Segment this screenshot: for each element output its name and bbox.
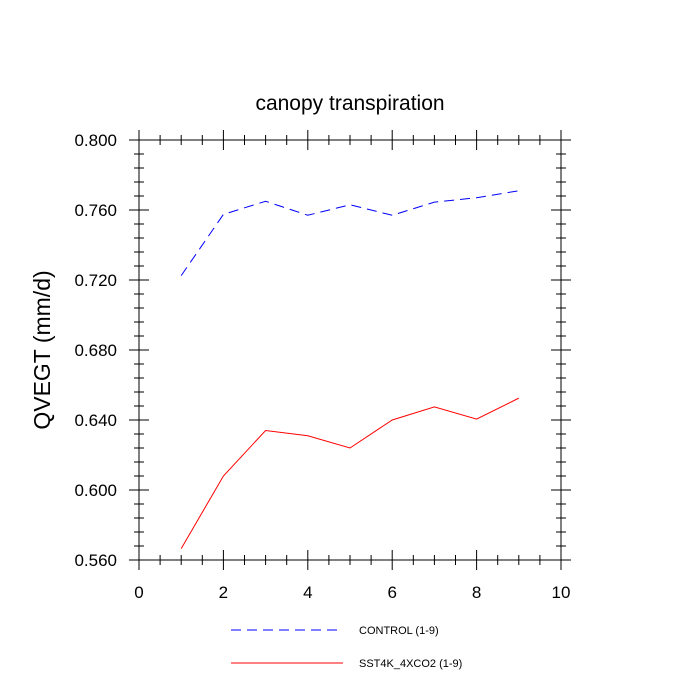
legend-label-1: SST4K_4XCO2 (1-9) [359,658,462,670]
legend: CONTROL (1-9) SST4K_4XCO2 (1-9) [231,625,462,670]
series-line-1 [180,397,520,549]
series-lines [180,190,520,549]
axis-ticks [129,130,571,570]
y-tick-label: 0.800 [74,131,117,150]
legend-label-0: CONTROL (1-9) [359,625,439,637]
y-tick-label: 0.760 [74,201,117,220]
x-tick-label: 2 [219,583,228,602]
tick-labels: 0 2 4 6 8 10 0.560 0.600 0.640 0.680 0.720 0.760 0.8… [74,131,570,602]
x-tick-label: 0 [134,583,143,602]
series-line-0 [180,190,519,276]
x-tick-label: 8 [472,583,481,602]
x-tick-label: 6 [387,583,396,602]
y-tick-label: 0.560 [74,551,117,570]
plot-frame [138,139,562,561]
x-tick-label: 4 [303,583,312,602]
y-tick-label: 0.720 [74,271,117,290]
y-axis-label: QVEGT (mm/d) [29,270,55,429]
chart-title: canopy transpiration [255,92,444,115]
x-tick-label: 10 [552,583,571,602]
y-tick-label: 0.600 [74,481,117,500]
y-tick-label: 0.680 [74,341,117,360]
y-tick-label: 0.640 [74,411,117,430]
